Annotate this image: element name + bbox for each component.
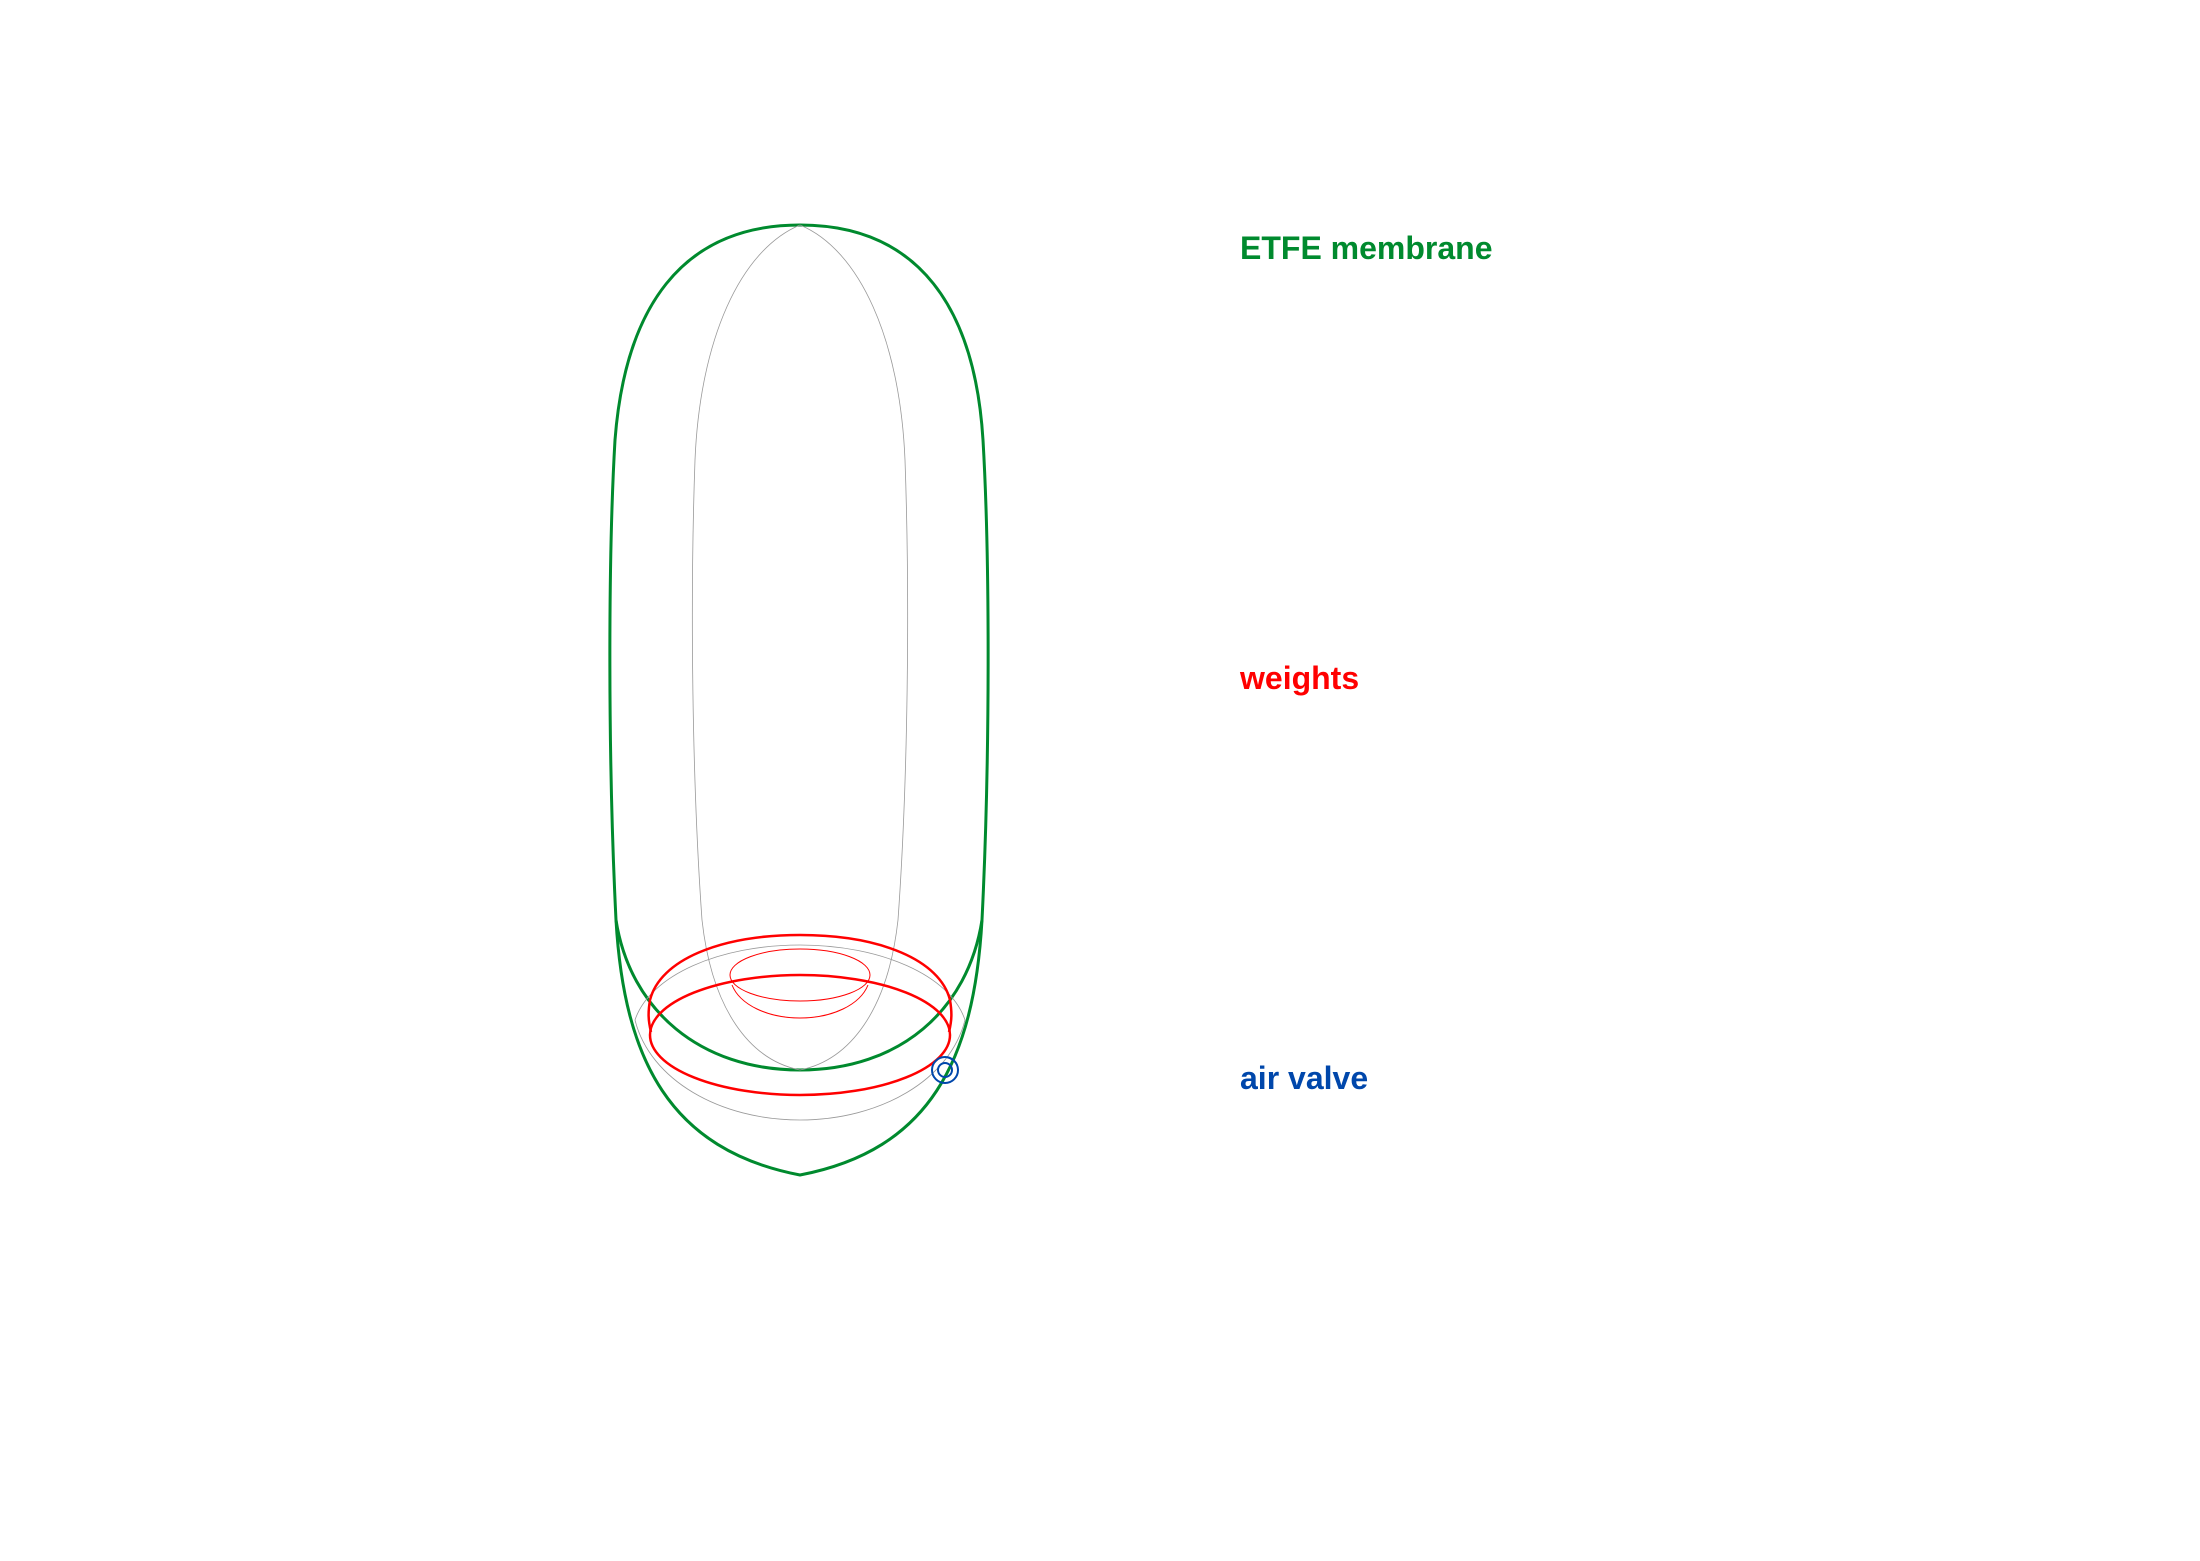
diagram-container: ETFE membrane weights air valve bbox=[0, 0, 2200, 1556]
label-weights: weights bbox=[1240, 660, 1359, 697]
label-air-valve: air valve bbox=[1240, 1060, 1368, 1097]
label-etfe-membrane: ETFE membrane bbox=[1240, 230, 1493, 267]
diagram-svg bbox=[0, 0, 2200, 1556]
membrane-guide-lines bbox=[635, 225, 965, 1120]
etfe-membrane-outline bbox=[610, 225, 988, 1175]
